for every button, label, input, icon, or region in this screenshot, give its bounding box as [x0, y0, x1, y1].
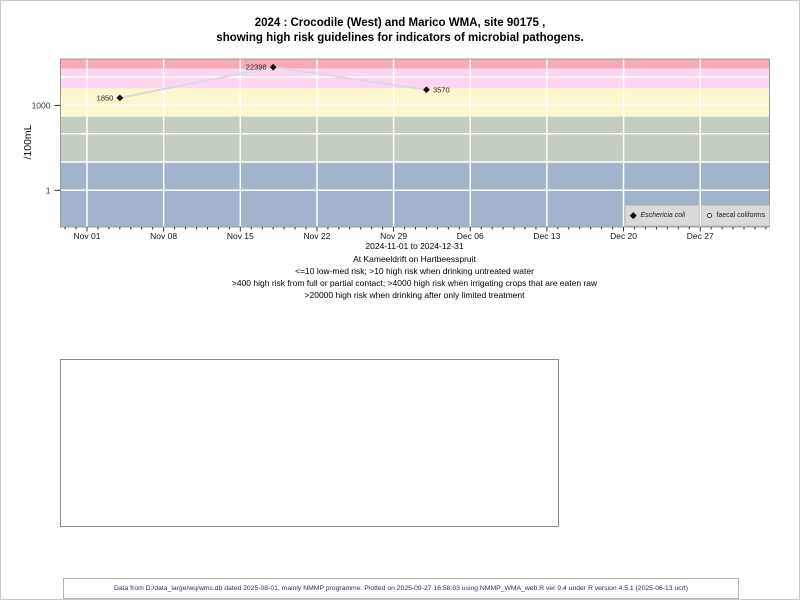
x-tick-label: Dec 27	[687, 231, 714, 241]
data-point-label: 22398	[246, 63, 267, 72]
risk-band	[60, 88, 770, 117]
caption-guideline-3: >20000 high risk when drinking after onl…	[304, 290, 525, 300]
legend-entry-faecal-coliforms: faecal coliforms	[701, 205, 770, 226]
x-axis-date-range: 2024-11-01 to 2024-12-31	[365, 241, 464, 251]
plot-border	[60, 58, 770, 228]
data-point-diamond	[269, 63, 277, 71]
x-tick-label: Dec 13	[533, 231, 560, 241]
data-point-diamond	[116, 94, 124, 102]
chart-title-line1: 2024 : Crocodile (West) and Marico WMA, …	[254, 17, 546, 29]
y-tick-label: 1000	[32, 100, 51, 110]
x-tick-label: Dec 20	[610, 231, 637, 241]
filled-diamond-icon	[630, 212, 637, 219]
legend-label: faecal coliforms	[716, 212, 766, 219]
empty-panel	[60, 359, 559, 527]
data-point-label: 1850	[97, 93, 114, 102]
x-tick-label: Nov 08	[150, 231, 177, 241]
x-tick-label: Nov 29	[380, 231, 407, 241]
caption-guideline-1: <=10 low-med risk; >10 high risk when dr…	[295, 266, 534, 276]
chart-title-line2: showing high risk guidelines for indicat…	[216, 32, 584, 44]
chart-title: 2024 : Crocodile (West) and Marico WMA, …	[1, 16, 799, 46]
x-tick-label: Dec 06	[457, 231, 484, 241]
caption-guideline-2: >400 high risk from full or partial cont…	[231, 278, 598, 288]
footer-note: Data from D:/data_large/wq/wms.db dated …	[63, 578, 739, 599]
caption-site: At Kameeldrift on Hartbeesspruit	[353, 254, 476, 264]
x-tick-label: Nov 15	[227, 231, 254, 241]
open-circle-icon	[707, 213, 712, 218]
data-point-label: 3570	[433, 85, 450, 94]
chart-legend: Eschericia coli faecal coliforms	[624, 205, 770, 226]
legend-entry-escherichia-coli: Eschericia coli	[625, 205, 700, 226]
footer-text: Data from D:/data_large/wq/wms.db dated …	[113, 585, 689, 592]
x-tick-label: Nov 22	[303, 231, 330, 241]
y-tick-label: 1	[46, 185, 51, 195]
risk-band	[60, 68, 770, 89]
data-point-diamond	[423, 86, 430, 94]
risk-band	[60, 116, 770, 162]
x-tick-label: Nov 01	[74, 231, 101, 241]
risk-band	[60, 59, 770, 69]
legend-label: Eschericia coli	[640, 212, 686, 219]
